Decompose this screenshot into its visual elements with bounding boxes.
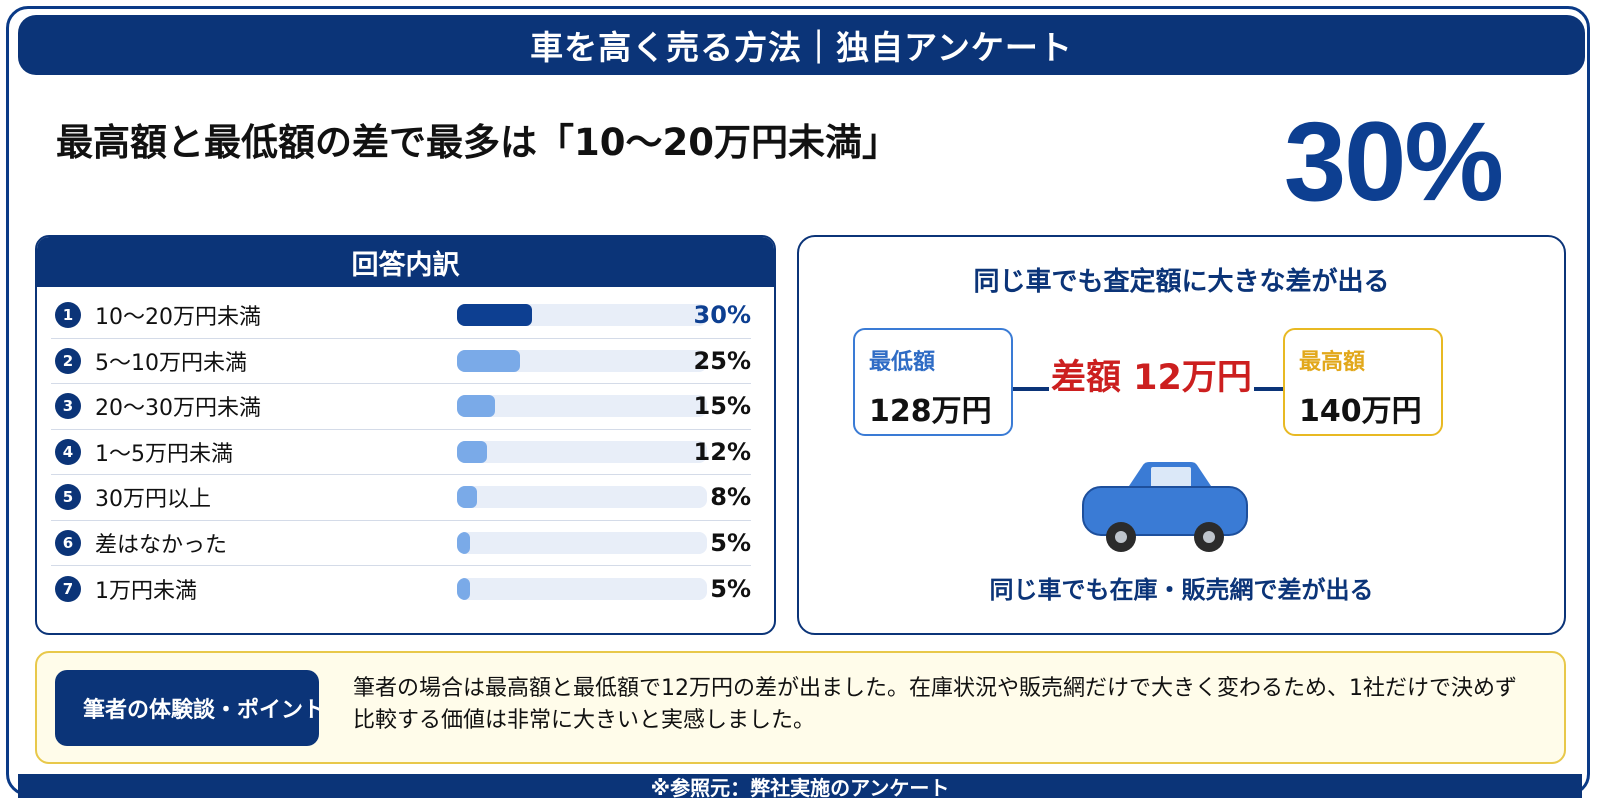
answer-label: 30万円以上 bbox=[95, 487, 211, 513]
breakdown-row: 1 10〜20万円未満 30% bbox=[51, 293, 751, 339]
lowest-price-label: 最低額 bbox=[869, 350, 936, 375]
source-note: ※参照元：弊社実施のアンケート bbox=[18, 774, 1582, 798]
percent-bar-track bbox=[457, 531, 707, 554]
answer-label: 20〜30万円未満 bbox=[95, 396, 261, 422]
rank-badge: 5 bbox=[55, 484, 81, 511]
percent-bar-fill bbox=[457, 440, 487, 463]
breakdown-row: 7 1万円未満 5% bbox=[51, 566, 751, 612]
percent-bar-fill bbox=[457, 577, 470, 600]
breakdown-row: 4 1〜5万円未満 12% bbox=[51, 430, 751, 475]
comparison-title: 同じ車でも査定額に大きな差が出る bbox=[973, 267, 1390, 297]
rank-badge: 1 bbox=[55, 302, 81, 329]
percent-bar-track bbox=[457, 395, 707, 418]
answer-percent: 15% bbox=[693, 392, 751, 421]
breakdown-row: 3 20〜30万円未満 15% bbox=[51, 384, 751, 430]
percent-bar-track bbox=[457, 486, 707, 509]
answer-label: 差はなかった bbox=[95, 532, 228, 558]
breakdown-list: 1 10〜20万円未満 30% 2 5〜10万円未満 25% 3 20〜30万円未満 15% 4 1… bbox=[51, 293, 751, 612]
rank-badge: 7 bbox=[55, 575, 81, 602]
comparison-panel: 同じ車でも査定額に大きな差が出る 最低額 128万円 差額 12万円 最高額 1… bbox=[797, 235, 1566, 635]
car-icon bbox=[1082, 462, 1248, 552]
breakdown-panel: 回答内訳 1 10〜20万円未満 30% 2 5〜10万円未満 25% 3 20〜30万円未満… bbox=[35, 235, 776, 635]
rank-badge: 2 bbox=[55, 347, 81, 374]
answer-percent: 5% bbox=[710, 574, 751, 603]
author-point-box: 筆者の体験談・ポイント 筆者の場合は最高額と最低額で12万円の差が出ました。在庫… bbox=[35, 651, 1566, 764]
percent-bar-track bbox=[457, 349, 707, 372]
rank-badge: 4 bbox=[55, 438, 81, 465]
lowest-price-value: 128万円 bbox=[869, 394, 992, 429]
answer-label: 1万円未満 bbox=[95, 578, 197, 604]
author-point-badge-label: 筆者の体験談・ポイント bbox=[83, 698, 319, 723]
highlight-percent: 30% bbox=[1283, 99, 1504, 224]
breakdown-row: 5 30万円以上 8% bbox=[51, 475, 751, 521]
answer-percent: 25% bbox=[693, 346, 751, 375]
percent-bar-fill bbox=[457, 486, 477, 509]
breakdown-row: 2 5〜10万円未満 25% bbox=[51, 339, 751, 384]
answer-percent: 30% bbox=[693, 301, 751, 330]
highest-price-box: 最高額 140万円 bbox=[1283, 328, 1443, 436]
percent-bar-track bbox=[457, 577, 707, 600]
answer-label: 5〜10万円未満 bbox=[95, 350, 247, 376]
author-point-text: 筆者の場合は最高額と最低額で12万円の差が出ました。在庫状況や販売網だけで大きく… bbox=[353, 676, 1517, 733]
answer-percent: 12% bbox=[693, 437, 751, 466]
page-title: 車を高く売る方法｜独自アンケート bbox=[18, 15, 1585, 75]
percent-bar-fill bbox=[457, 395, 495, 418]
percent-bar-fill bbox=[457, 304, 532, 327]
percent-bar-track bbox=[457, 304, 707, 327]
percent-bar-fill bbox=[457, 531, 470, 554]
rank-badge: 3 bbox=[55, 393, 81, 420]
breakdown-title: 回答内訳 bbox=[37, 237, 774, 287]
answer-label: 10〜20万円未満 bbox=[95, 305, 261, 331]
percent-bar-fill bbox=[457, 349, 520, 372]
highest-price-value: 140万円 bbox=[1299, 394, 1422, 429]
author-point-badge: 筆者の体験談・ポイント bbox=[55, 670, 319, 746]
breakdown-row: 6 差はなかった 5% bbox=[51, 521, 751, 566]
rank-badge: 6 bbox=[55, 529, 81, 556]
answer-percent: 8% bbox=[710, 483, 751, 512]
comparison-footer: 同じ車でも在庫・販売網で差が出る bbox=[989, 576, 1374, 604]
percent-bar-track bbox=[457, 440, 707, 463]
answer-percent: 5% bbox=[710, 528, 751, 557]
price-difference: 差額 12万円 bbox=[1049, 349, 1254, 400]
lowest-price-box: 最低額 128万円 bbox=[853, 328, 1013, 436]
highest-price-label: 最高額 bbox=[1299, 350, 1366, 375]
answer-label: 1〜5万円未満 bbox=[95, 441, 233, 467]
headline: 最高額と最低額の差で最多は「10〜20万円未満」 bbox=[56, 121, 899, 164]
